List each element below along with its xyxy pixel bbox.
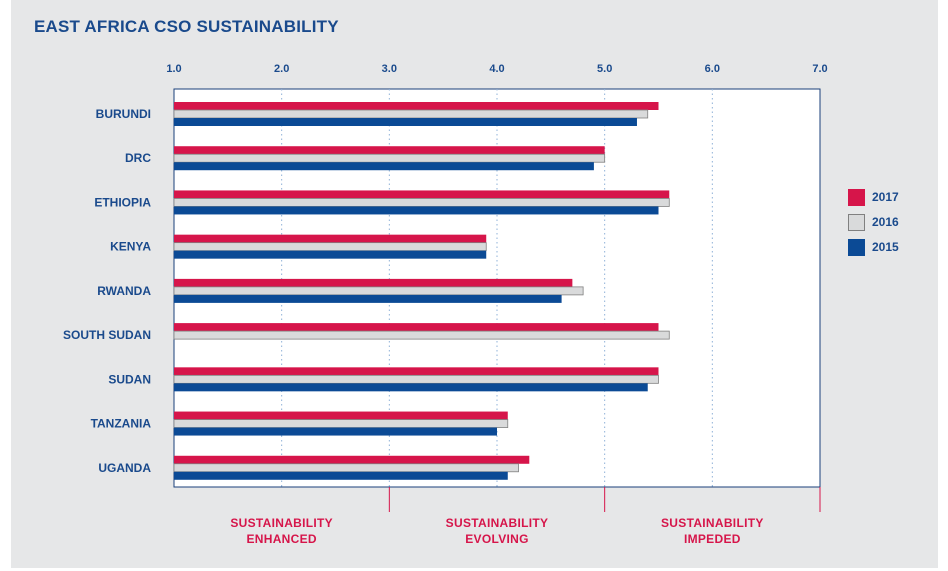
legend-swatch (848, 238, 865, 256)
legend-swatch (848, 188, 865, 206)
legend-item-2015: 2015 (848, 238, 899, 256)
legend-item-2016: 2016 (848, 213, 899, 231)
category-label: RWANDA (97, 284, 151, 298)
bar-tanzania-2017 (174, 411, 508, 420)
legend-label: 2017 (872, 190, 899, 204)
category-label: UGANDA (98, 461, 151, 475)
x-tick-label: 7.0 (812, 63, 827, 75)
bar-rwanda-2015 (174, 294, 562, 303)
bar-burundi-2017 (174, 102, 659, 110)
bar-drc-2015 (174, 162, 594, 171)
x-tick-label: 5.0 (597, 63, 612, 75)
x-tick-label: 3.0 (382, 63, 397, 75)
bar-sudan-2017 (174, 367, 659, 376)
bar-ethiopia-2016 (173, 198, 670, 207)
category-label: TANZANIA (91, 417, 152, 431)
zone-label: IMPEDED (684, 532, 741, 546)
zone-label: SUSTAINABILITY (446, 516, 549, 530)
chart-title: EAST AFRICA CSO SUSTAINABILITY (34, 17, 339, 36)
x-tick-label: 1.0 (166, 63, 181, 75)
zone-label: EVOLVING (465, 532, 529, 546)
x-tick-label: 6.0 (705, 63, 720, 75)
bar-ethiopia-2017 (174, 190, 670, 199)
bar-sudan-2016 (173, 374, 659, 384)
category-label: ETHIOPIA (94, 195, 151, 209)
bar-rwanda-2017 (174, 278, 573, 287)
bar-kenya-2016 (173, 242, 487, 252)
legend: 2017 2016 2015 (848, 188, 899, 263)
bar-burundi-2015 (174, 118, 637, 126)
bar-uganda-2017 (174, 455, 530, 464)
zone-label: ENHANCED (246, 532, 316, 546)
bar-uganda-2016 (173, 463, 519, 473)
bar-drc-2016 (173, 153, 606, 163)
zone-label: SUSTAINABILITY (661, 516, 764, 530)
legend-label: 2015 (872, 240, 899, 254)
bar-sudan-2015 (174, 383, 648, 392)
bar-rwanda-2016 (173, 286, 584, 296)
bar-south-sudan-2017 (174, 323, 659, 332)
x-tick-label: 2.0 (274, 63, 289, 75)
category-label: BURUNDI (96, 107, 151, 121)
x-tick-label: 4.0 (489, 63, 504, 75)
legend-item-2017: 2017 (848, 188, 899, 206)
bar-uganda-2015 (174, 471, 508, 480)
legend-swatch (848, 213, 865, 231)
bar-burundi-2016 (173, 109, 649, 119)
bar-tanzania-2015 (174, 427, 497, 436)
category-label: KENYA (110, 240, 151, 254)
bar-kenya-2015 (174, 250, 487, 259)
zone-label: SUSTAINABILITY (230, 516, 333, 530)
bar-south-sudan-2016 (173, 330, 670, 340)
category-label: SUDAN (108, 372, 151, 386)
bar-kenya-2017 (174, 234, 487, 243)
bar-tanzania-2016 (173, 419, 509, 428)
category-label: DRC (125, 151, 151, 165)
category-label: SOUTH SUDAN (63, 328, 151, 342)
bar-ethiopia-2015 (174, 206, 659, 215)
legend-label: 2016 (872, 215, 899, 229)
bar-drc-2017 (174, 146, 605, 155)
